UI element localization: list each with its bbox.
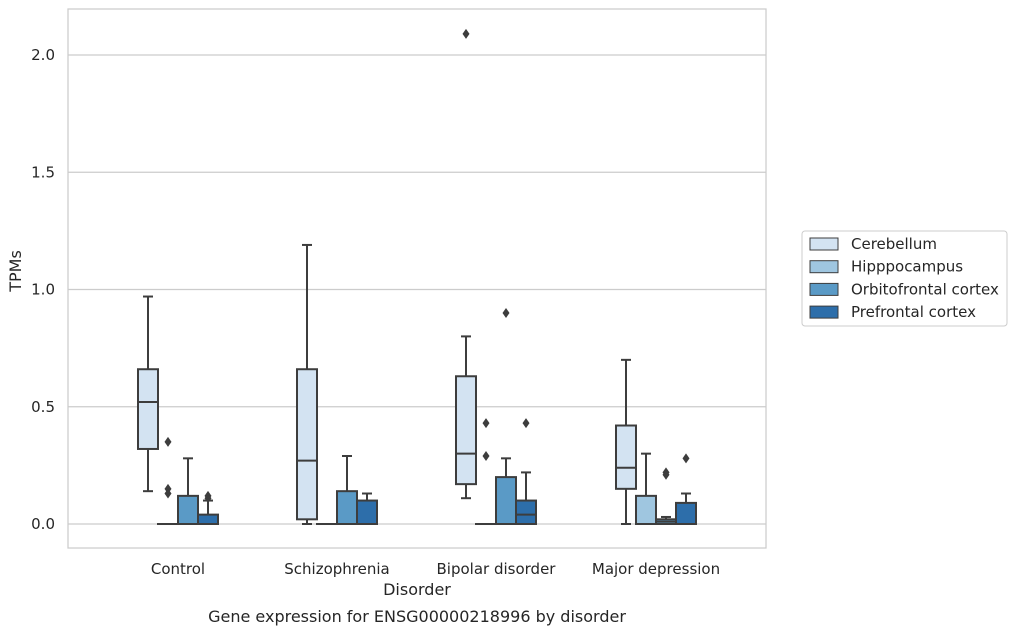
x-axis-label: Disorder: [383, 580, 451, 599]
box-body: [296, 368, 318, 521]
plot-frame: [67, 8, 767, 549]
box-body: [675, 501, 697, 525]
box: [455, 28, 477, 500]
box: [356, 492, 378, 525]
legend-swatch: [809, 260, 839, 274]
outlier-point: [662, 469, 670, 480]
outlier-point: [682, 453, 690, 464]
outlier-point: [462, 28, 470, 39]
box: [675, 453, 697, 525]
outlier-point: [164, 436, 172, 447]
box: [296, 243, 318, 525]
outlier-point: [164, 488, 172, 499]
box: [475, 418, 497, 526]
y-tick-label: 2.0: [31, 46, 55, 64]
legend-label: Cerebellum: [851, 235, 937, 253]
box-body: [356, 499, 378, 525]
y-tick-label: 1.0: [31, 281, 55, 299]
legend-swatch: [809, 305, 839, 319]
series-cerebellum: [137, 28, 637, 525]
legend-item: Prefrontal cortex: [809, 303, 976, 321]
x-tick-label: Control: [151, 560, 205, 578]
x-tick-label: Schizophrenia: [284, 560, 389, 578]
box-body: [197, 513, 219, 525]
y-tick-label: 0.0: [31, 515, 55, 533]
legend-frame: [801, 230, 1008, 327]
box-body: [137, 368, 159, 450]
box-body: [455, 375, 477, 486]
box: [635, 452, 657, 525]
y-tick-label: 0.5: [31, 398, 55, 416]
box: [515, 418, 537, 525]
legend-item: Hipppocampus: [809, 258, 963, 276]
y-tick-label: 1.5: [31, 163, 55, 181]
x-tick-labels: Control Schizophrenia Bipolar disorder Majo…: [151, 560, 720, 578]
box: [137, 295, 159, 493]
gridlines: [68, 54, 766, 525]
y-tick-labels: 0.0 0.5 1.0 1.5 2.0: [31, 46, 55, 533]
y-axis-label: TPMs: [6, 250, 25, 293]
chart-title: Gene expression for ENSG00000218996 by d…: [208, 607, 626, 626]
box: [655, 467, 677, 525]
box: [495, 307, 517, 526]
series-hipppocampus: [157, 418, 657, 526]
box: [177, 457, 199, 525]
legend-label: Orbitofrontal cortex: [851, 280, 999, 298]
legend: Cerebellum Hipppocampus Orbitofrontal cort…: [801, 230, 1008, 327]
box-series: [137, 28, 697, 526]
legend-item: Cerebellum: [809, 235, 937, 253]
box: [157, 436, 179, 526]
outlier-point: [502, 307, 510, 318]
x-tick-label: Bipolar disorder: [437, 560, 557, 578]
box-body: [635, 494, 657, 525]
box: [336, 454, 358, 526]
box-body: [615, 424, 637, 490]
box: [615, 358, 637, 525]
legend-item: Orbitofrontal cortex: [809, 280, 999, 298]
box: [197, 490, 219, 525]
box-body: [495, 476, 517, 526]
series-orbitofrontal-cortex: [177, 307, 677, 526]
series-prefrontal-cortex: [197, 418, 697, 525]
outlier-point: [522, 418, 530, 429]
box-body: [336, 490, 358, 526]
legend-swatch: [809, 282, 839, 296]
legend-swatch: [809, 237, 839, 251]
legend-label: Hipppocampus: [851, 258, 963, 276]
x-tick-label: Major depression: [592, 560, 720, 578]
legend-label: Prefrontal cortex: [851, 303, 976, 321]
outlier-point: [204, 493, 212, 504]
outlier-point: [482, 450, 490, 461]
box-body: [177, 494, 199, 525]
outlier-point: [482, 418, 490, 429]
box-body: [515, 499, 537, 525]
